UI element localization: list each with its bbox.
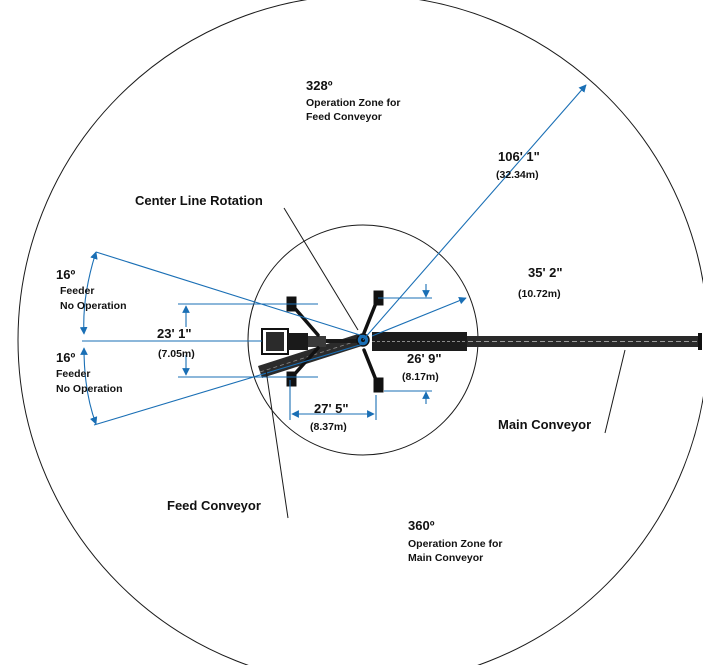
upper-no-op-line1: Feeder [60,285,94,297]
upper-no-op-line2: No Operation [60,300,127,312]
main-conveyor-leader [604,349,626,434]
feed-width-label: 23' 1" [157,326,192,341]
no-op-lower-boundary [93,343,364,426]
feed-conveyor-label: Feed Conveyor [167,498,261,513]
outer-radius-metric: (32.34m) [496,169,539,181]
upper-16-arc [79,251,98,335]
main-conveyor-label: Main Conveyor [498,417,591,432]
feed-zone-desc-1: Operation Zone for [306,97,401,109]
leg-span-metric: (8.17m) [402,371,439,383]
inner-radius-metric: (10.72m) [518,288,561,300]
leg-base-label: 27' 5" [314,401,349,416]
lower-no-op-line2: No Operation [56,383,123,395]
feed-conveyor-leader [265,369,289,519]
main-zone-angle: 360º [408,518,435,533]
center-line-rotation-label: Center Line Rotation [135,193,263,208]
leg-span-label: 26' 9" [407,351,442,366]
main-zone-desc-2: Main Conveyor [408,552,483,564]
leg-base-metric: (8.37m) [310,421,347,433]
lower-no-op-angle: 16º [56,350,75,365]
main-conveyor-truss [372,332,702,351]
outer-radius-label: 106' 1" [498,149,540,164]
outer-operation-circle [17,0,703,665]
lower-16-arc [80,347,98,425]
center-line-leader [283,207,359,331]
no-op-upper-boundary [95,251,364,337]
feed-zone-angle: 328º [306,78,333,93]
upper-no-op-angle: 16º [56,267,75,282]
outer-radius-arrow [362,84,587,341]
inner-radius-label: 35' 2" [528,265,563,280]
feed-width-metric: (7.05m) [158,348,195,360]
inner-radius-arrow [371,297,467,337]
lower-no-op-line1: Feeder [56,368,90,380]
main-zone-desc-1: Operation Zone for [408,538,503,550]
feed-zone-desc-2: Feed Conveyor [306,111,382,123]
